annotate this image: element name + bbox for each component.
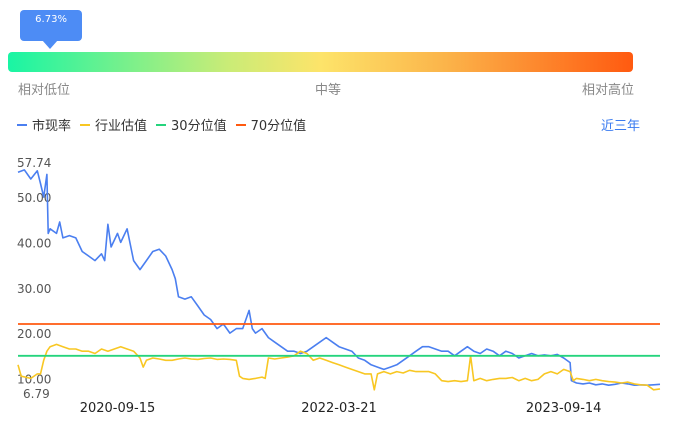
y-tick-label: 50.00 [17, 191, 51, 205]
legend-swatch [235, 123, 246, 126]
chart-legend: 市现率 行业估值 30分位值 70分位值 [17, 115, 315, 134]
y-tick-label: 10.00 [17, 372, 51, 386]
x-tick-label: 2023-09-14 [526, 401, 602, 416]
y-tick-label: 20.00 [17, 327, 51, 341]
legend-item-industry[interactable]: 行业估值 [80, 115, 147, 134]
x-tick-label: 2020-09-15 [80, 401, 156, 416]
y-tick-label: 40.00 [17, 236, 51, 250]
scale-low-label: 相对低位 [18, 83, 71, 98]
legend-item-p70[interactable]: 70分位值 [235, 115, 307, 134]
y-tick-label: 57.74 [17, 156, 51, 170]
legend-label: 市现率 [32, 119, 72, 134]
percentile-gradient-bar [8, 52, 633, 72]
legend-label: 30分位值 [171, 119, 227, 134]
legend-item-p30[interactable]: 30分位值 [156, 115, 227, 134]
y-tick-label: 6.79 [23, 387, 50, 401]
series-line-0 [17, 169, 661, 387]
legend-swatch [17, 123, 27, 126]
legend-label: 行业估值 [95, 119, 148, 134]
legend-label: 70分位值 [250, 119, 307, 134]
percentile-value: 6.73% [35, 14, 67, 25]
y-tick-label: 30.00 [17, 282, 51, 296]
scale-high-label: 相对高位 [582, 83, 635, 98]
legend-swatch [156, 123, 167, 126]
scale-mid-label: 中等 [315, 83, 342, 98]
legend-swatch [80, 123, 91, 126]
legend-item-market-rate[interactable]: 市现率 [17, 115, 71, 134]
period-selector[interactable]: 近三年 [600, 119, 640, 134]
series-line-1 [17, 343, 661, 391]
percentile-bubble: 6.73% [20, 10, 83, 49]
x-tick-label: 2022-03-21 [301, 401, 377, 416]
